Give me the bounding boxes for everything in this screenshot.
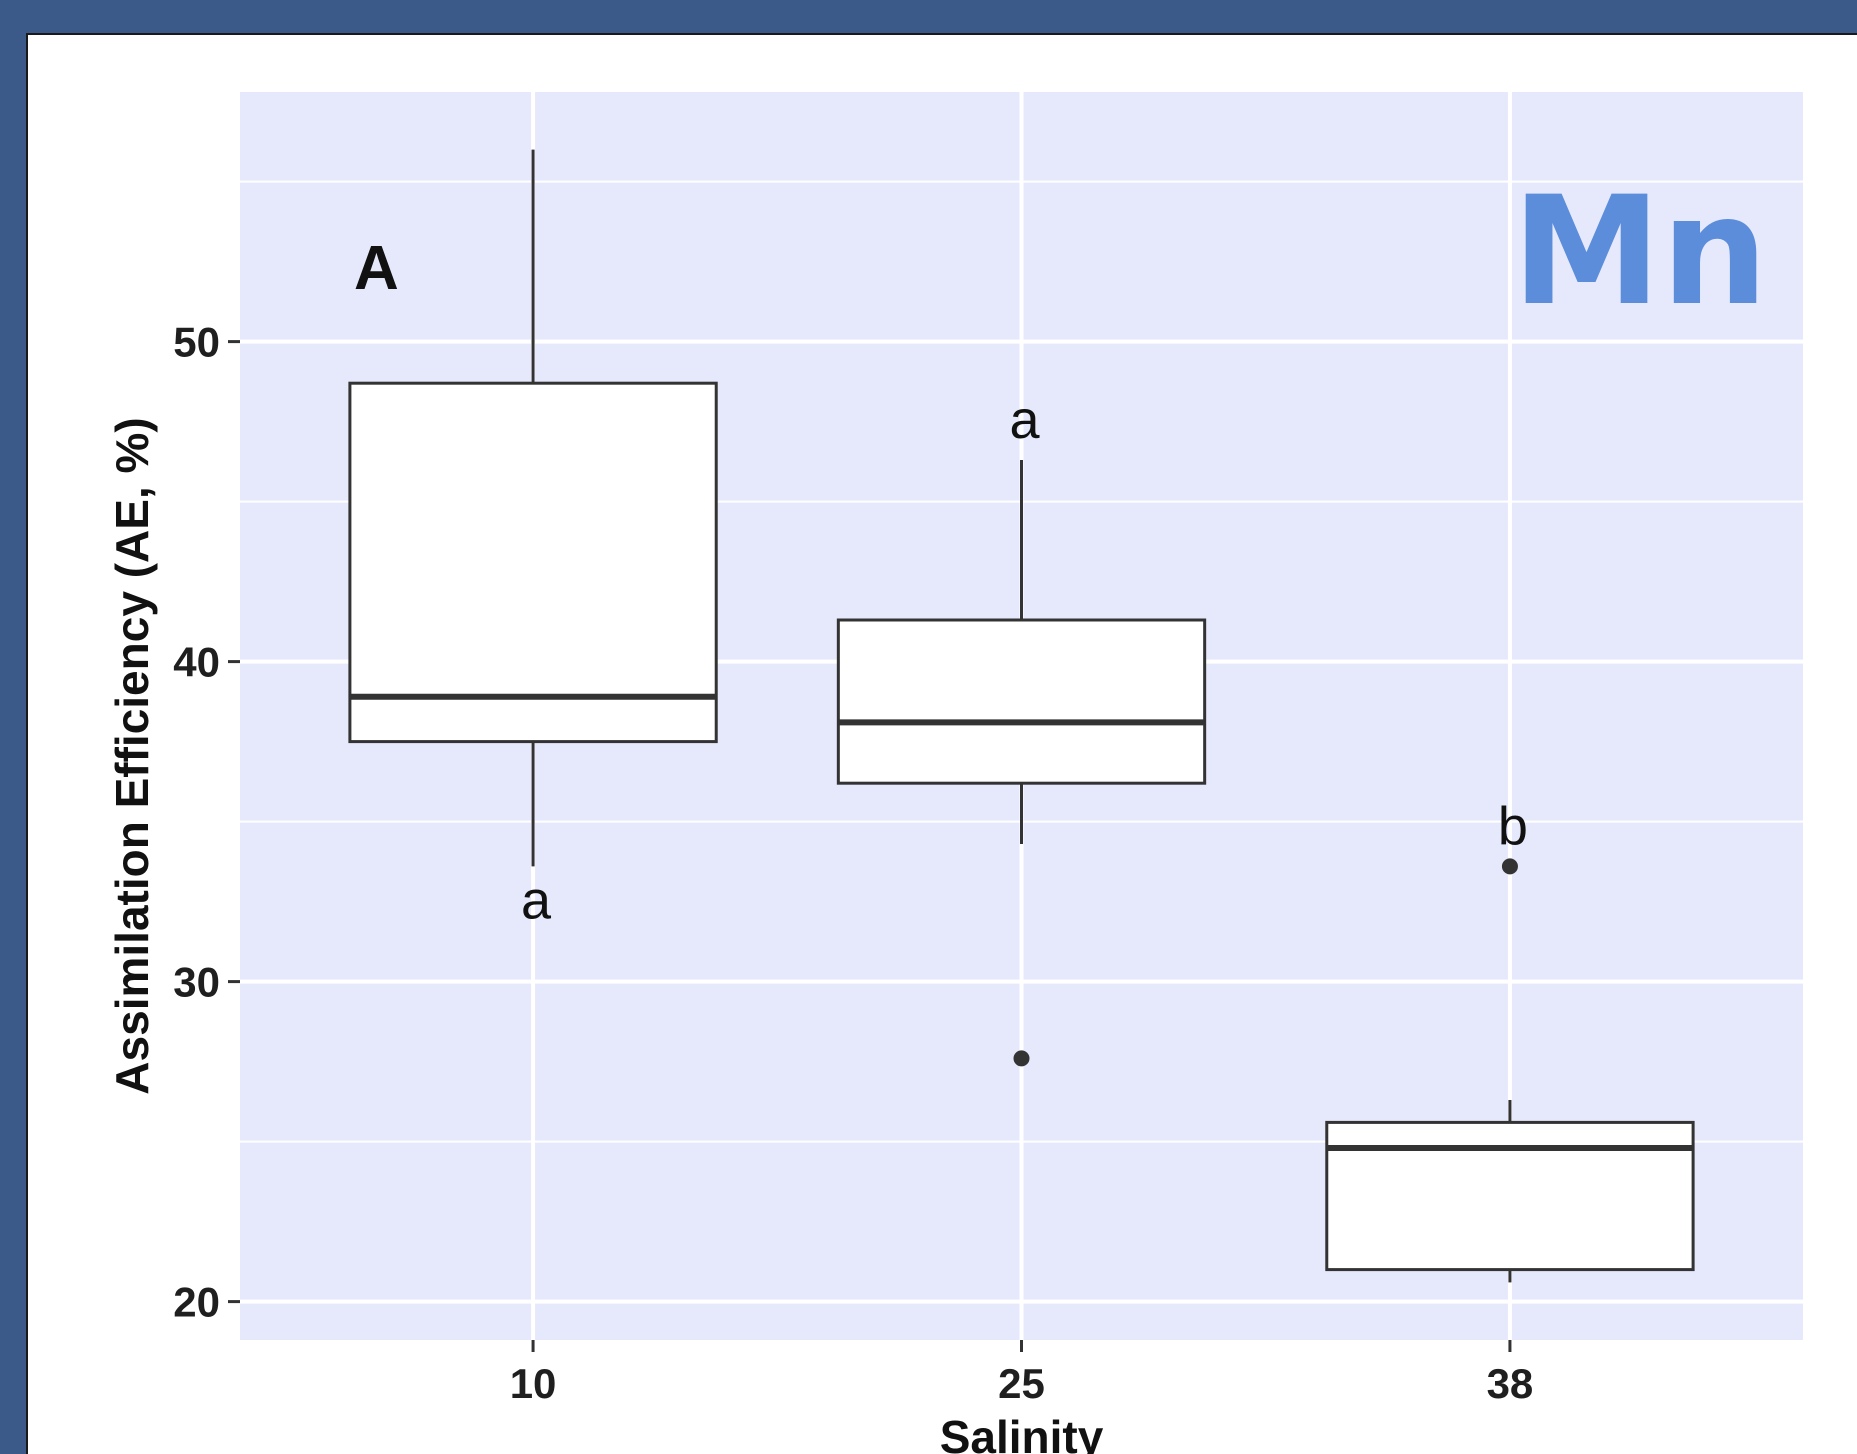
- y-tick-label: 50: [173, 319, 220, 366]
- box-iqr: [348, 381, 718, 744]
- x-tick-label: 38: [1487, 1360, 1534, 1407]
- y-tick-label: 30: [173, 959, 220, 1006]
- group-letter: a: [1009, 390, 1040, 450]
- group-letter: a: [521, 870, 552, 930]
- box-iqr: [1325, 1120, 1695, 1272]
- figure-frame: a a b 20 30 40 50 10 25 38 Assimilation Efficie…: [26, 33, 1857, 1454]
- panel-label: A: [354, 234, 399, 303]
- boxplot-chart: a a b 20 30 40 50 10 25 38 Assimilation Efficie…: [106, 92, 1803, 1454]
- group-letter: b: [1498, 796, 1528, 856]
- outlier-point: [1013, 1050, 1030, 1067]
- box-iqr: [836, 618, 1207, 785]
- x-axis: 10 25 38: [510, 1340, 1534, 1407]
- x-tick-label: 25: [998, 1360, 1045, 1407]
- x-axis-title: Salinity: [940, 1411, 1104, 1454]
- box-38: b: [1325, 796, 1695, 1283]
- y-tick-label: 40: [173, 639, 220, 686]
- outlier-point: [1501, 858, 1518, 875]
- y-tick-label: 20: [173, 1279, 220, 1326]
- y-axis: 20 30 40 50: [173, 319, 240, 1326]
- x-tick-label: 10: [510, 1360, 557, 1407]
- element-label: Mn: [1512, 165, 1768, 339]
- box-10: a: [348, 149, 718, 930]
- box-series: a a b: [348, 149, 1695, 1283]
- box-25: a: [836, 390, 1207, 1067]
- y-axis-title: Assimilation Efficiency (AE, %): [106, 417, 158, 1094]
